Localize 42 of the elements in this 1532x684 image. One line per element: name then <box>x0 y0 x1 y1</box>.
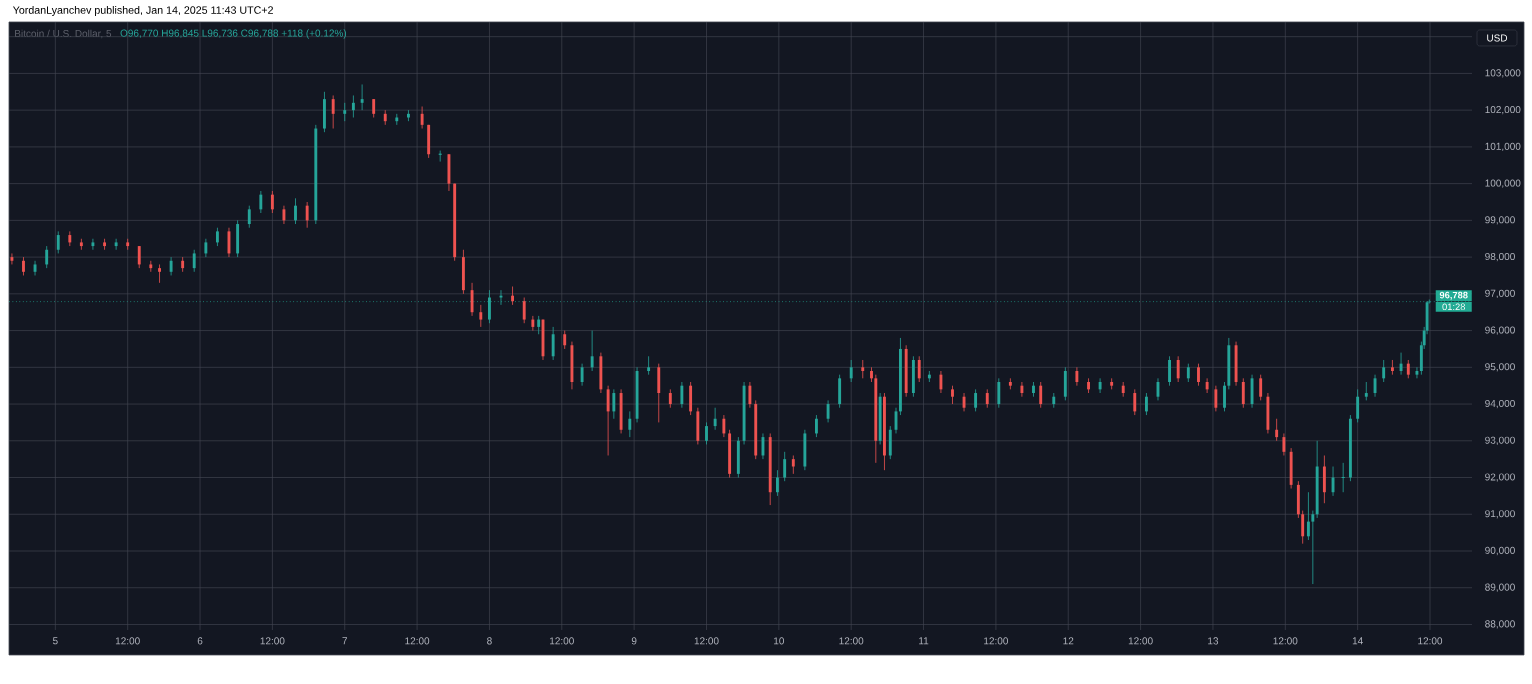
y-tick-label: 95,000 <box>1485 363 1515 372</box>
y-tick-label: 103,000 <box>1485 69 1521 78</box>
y-tick-label: 102,000 <box>1485 106 1521 115</box>
y-tick-label: 93,000 <box>1485 436 1515 445</box>
x-tick-label: 5 <box>52 637 58 645</box>
x-tick-label: 12:00 <box>1418 637 1443 645</box>
x-tick-label: 12:00 <box>839 637 864 645</box>
y-tick-label: 89,000 <box>1485 583 1515 592</box>
y-tick-label: 96,000 <box>1485 326 1515 335</box>
x-tick-label: 12:00 <box>405 637 430 645</box>
x-tick-label: 12:00 <box>984 637 1009 645</box>
chart-title: YordanLyanchev published, Jan 14, 2025 11:43 UTC+2 <box>12 6 273 16</box>
x-tick-label: 12:00 <box>1273 637 1298 645</box>
y-tick-label: 99,000 <box>1485 216 1515 225</box>
y-tick-label: 100,000 <box>1485 179 1521 188</box>
x-tick-label: 6 <box>197 637 203 645</box>
y-tick-label: 90,000 <box>1485 546 1515 556</box>
x-tick-label: 9 <box>631 637 637 645</box>
x-tick-label: 13 <box>1208 637 1219 645</box>
annotation: 01:28 <box>1442 303 1466 311</box>
y-tick-label: 101,000 <box>1485 142 1521 152</box>
x-tick-label: 12 <box>1063 637 1074 645</box>
y-tick-label: 92,000 <box>1485 473 1515 482</box>
x-tick-label: 11 <box>919 637 929 645</box>
y-tick-label: 88,000 <box>1485 620 1515 629</box>
y-tick-label: 94,000 <box>1485 399 1515 409</box>
text: Bitcoin / U.S. Dollar, 5 <box>15 29 112 39</box>
y-axis-title: USD <box>1487 34 1508 42</box>
x-tick-label: 12:00 <box>1128 637 1153 645</box>
x-tick-label: 10 <box>774 637 785 645</box>
x-tick-label: 12:00 <box>694 637 719 645</box>
x-tick-label: 8 <box>487 637 492 645</box>
annotation: O96,770 H96,845 L96,736 C96,788 +118 (+0.12%) <box>120 29 347 39</box>
x-tick-label: 7 <box>342 637 348 645</box>
ref-line-label: 96,788 <box>1439 291 1468 300</box>
y-tick-label: 91,000 <box>1485 510 1515 519</box>
x-tick-label: 12:00 <box>260 637 285 645</box>
x-tick-label: 14 <box>1352 637 1363 645</box>
x-tick-label: 12:00 <box>115 637 140 645</box>
y-tick-label: 97,000 <box>1485 289 1515 298</box>
y-tick-label: 98,000 <box>1485 252 1515 262</box>
x-tick-label: 12:00 <box>550 637 574 645</box>
